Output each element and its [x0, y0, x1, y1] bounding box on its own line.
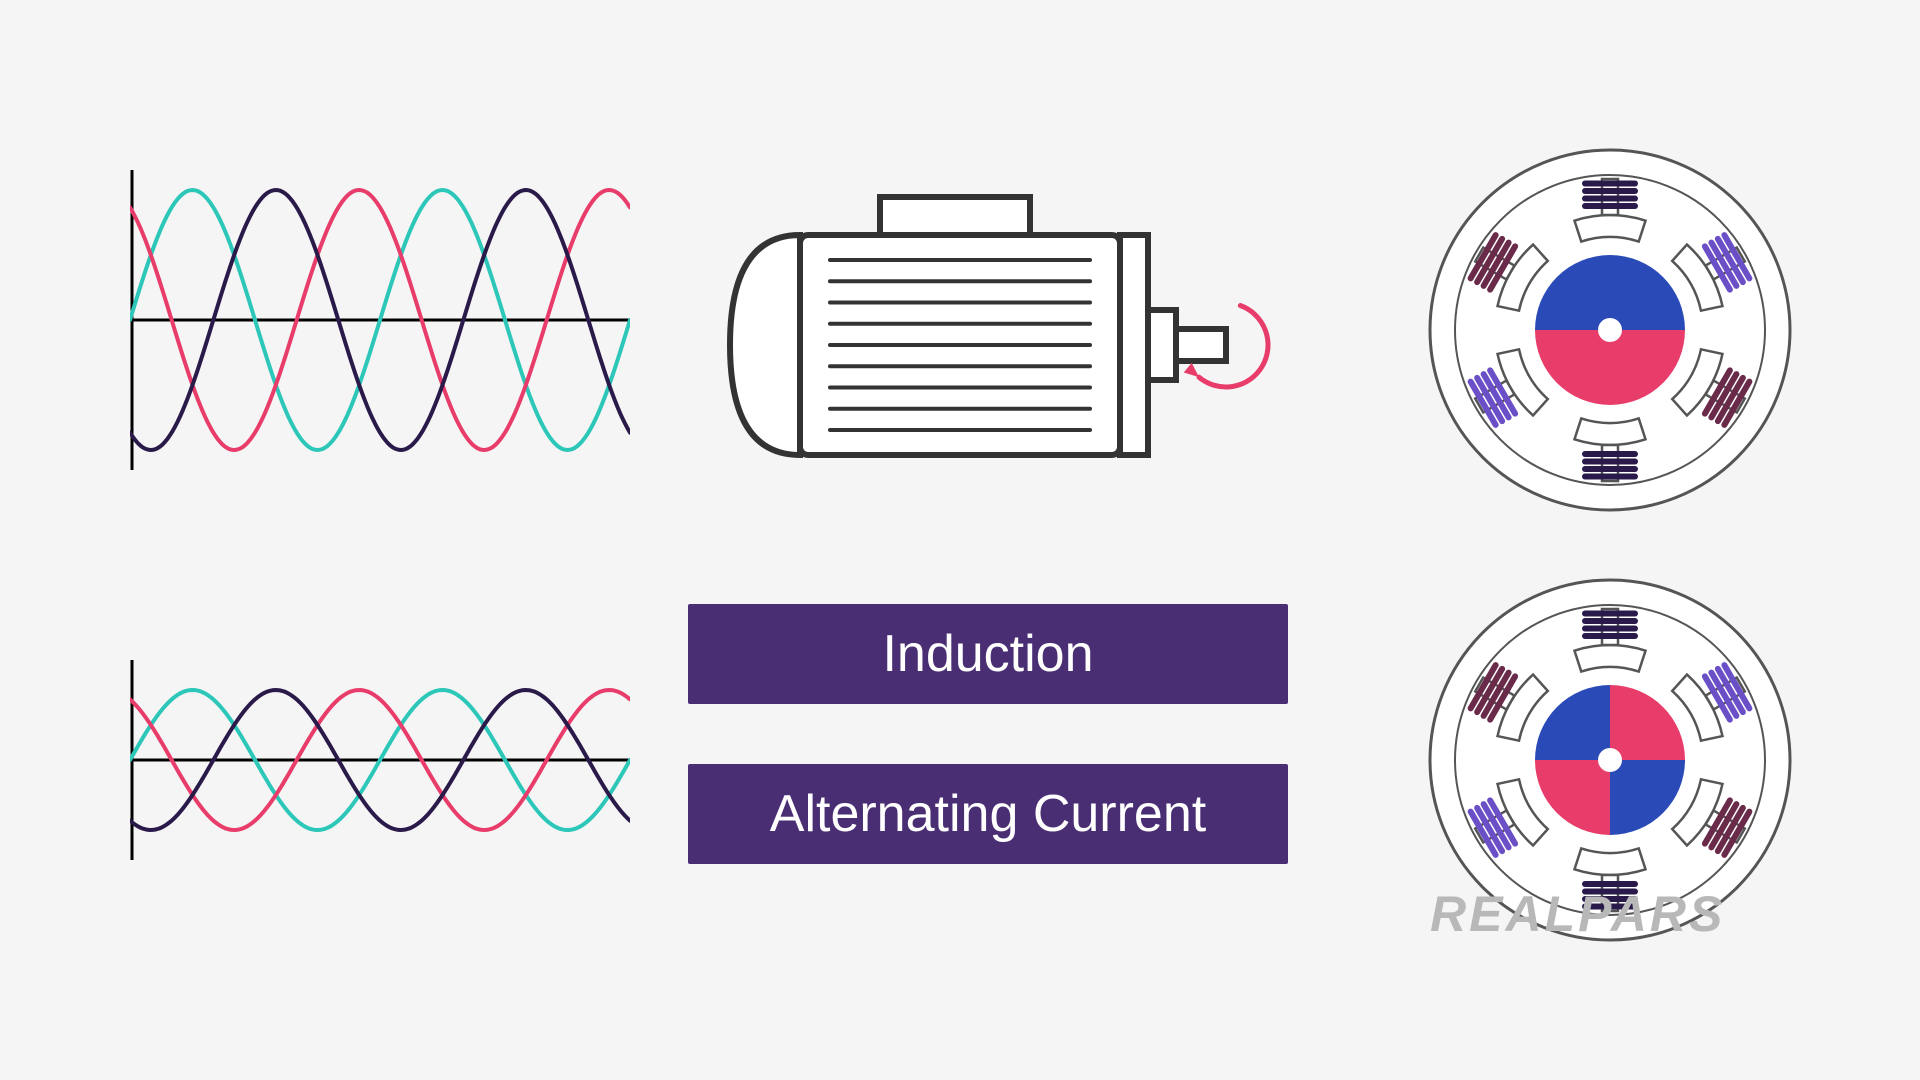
- waveform-three-phase-large: [130, 170, 630, 470]
- label-induction: Induction: [688, 604, 1288, 704]
- waveform-three-phase-small: [130, 660, 630, 860]
- label-alternating-current: Alternating Current: [688, 764, 1288, 864]
- stator-cross-section-two-pole: [1420, 140, 1800, 520]
- watermark-realpars: REALPARS: [1430, 885, 1725, 943]
- motor-side-view: [720, 175, 1280, 505]
